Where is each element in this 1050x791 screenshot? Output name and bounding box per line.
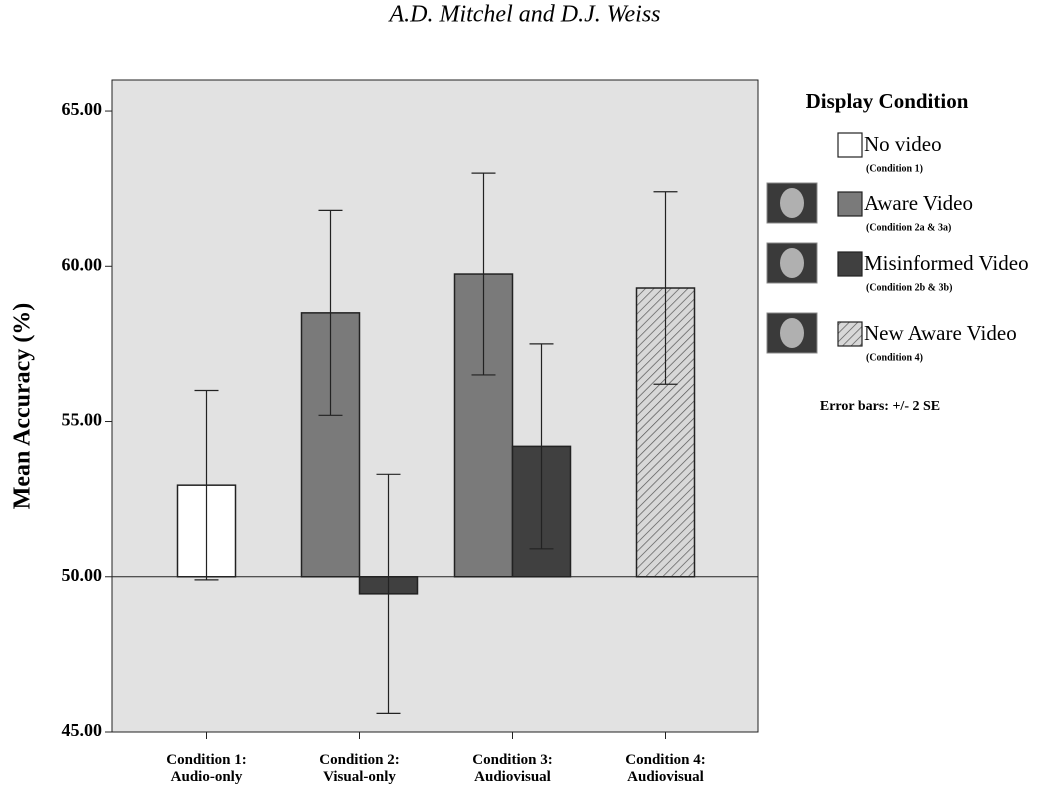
x-tick-label: Condition 2: Visual-only	[319, 752, 400, 785]
y-tick-label: 45.00	[62, 720, 103, 740]
legend-swatch	[837, 321, 863, 347]
error-bar	[194, 389, 219, 581]
y-tick-label: 50.00	[62, 565, 103, 585]
header-authors: A.D. Mitchel and D.J. Weiss	[387, 2, 660, 28]
legend-face-head	[780, 248, 804, 278]
legend-face-head	[780, 188, 804, 218]
legend-label: No video	[864, 132, 942, 156]
legend-label: Misinformed Video	[864, 251, 1029, 275]
legend-note: (Condition 2b & 3b)	[866, 282, 952, 293]
y-tick-label: 60.00	[62, 254, 103, 274]
legend-swatch	[837, 191, 863, 217]
y-tick-label: 55.00	[62, 410, 103, 430]
error-bar	[318, 209, 343, 416]
legend-note: (Condition 1)	[866, 163, 923, 174]
x-tick-label: Condition 1: Audio-only	[166, 752, 247, 785]
error-bar	[529, 343, 554, 550]
error-bar	[653, 191, 678, 385]
legend-swatch	[837, 132, 863, 158]
error-bar	[471, 172, 496, 376]
legend-label: New Aware Video	[864, 321, 1017, 345]
legend-note: (Condition 2a & 3a)	[866, 222, 951, 233]
y-axis-label: Mean Accuracy (%)	[10, 303, 36, 510]
legend-face-head	[780, 318, 804, 348]
legend-note: (Condition 4)	[866, 352, 923, 363]
legend-title: Display Condition	[806, 89, 969, 113]
x-tick-label: Condition 3: Audiovisual	[472, 752, 553, 785]
legend-swatch	[837, 251, 863, 277]
error-note: Error bars: +/- 2 SE	[820, 399, 940, 414]
legend-label: Aware Video	[864, 191, 973, 215]
y-tick-label: 65.00	[62, 99, 103, 119]
x-tick-label: Condition 4: Audiovisual	[625, 752, 706, 785]
error-bar	[376, 473, 401, 714]
